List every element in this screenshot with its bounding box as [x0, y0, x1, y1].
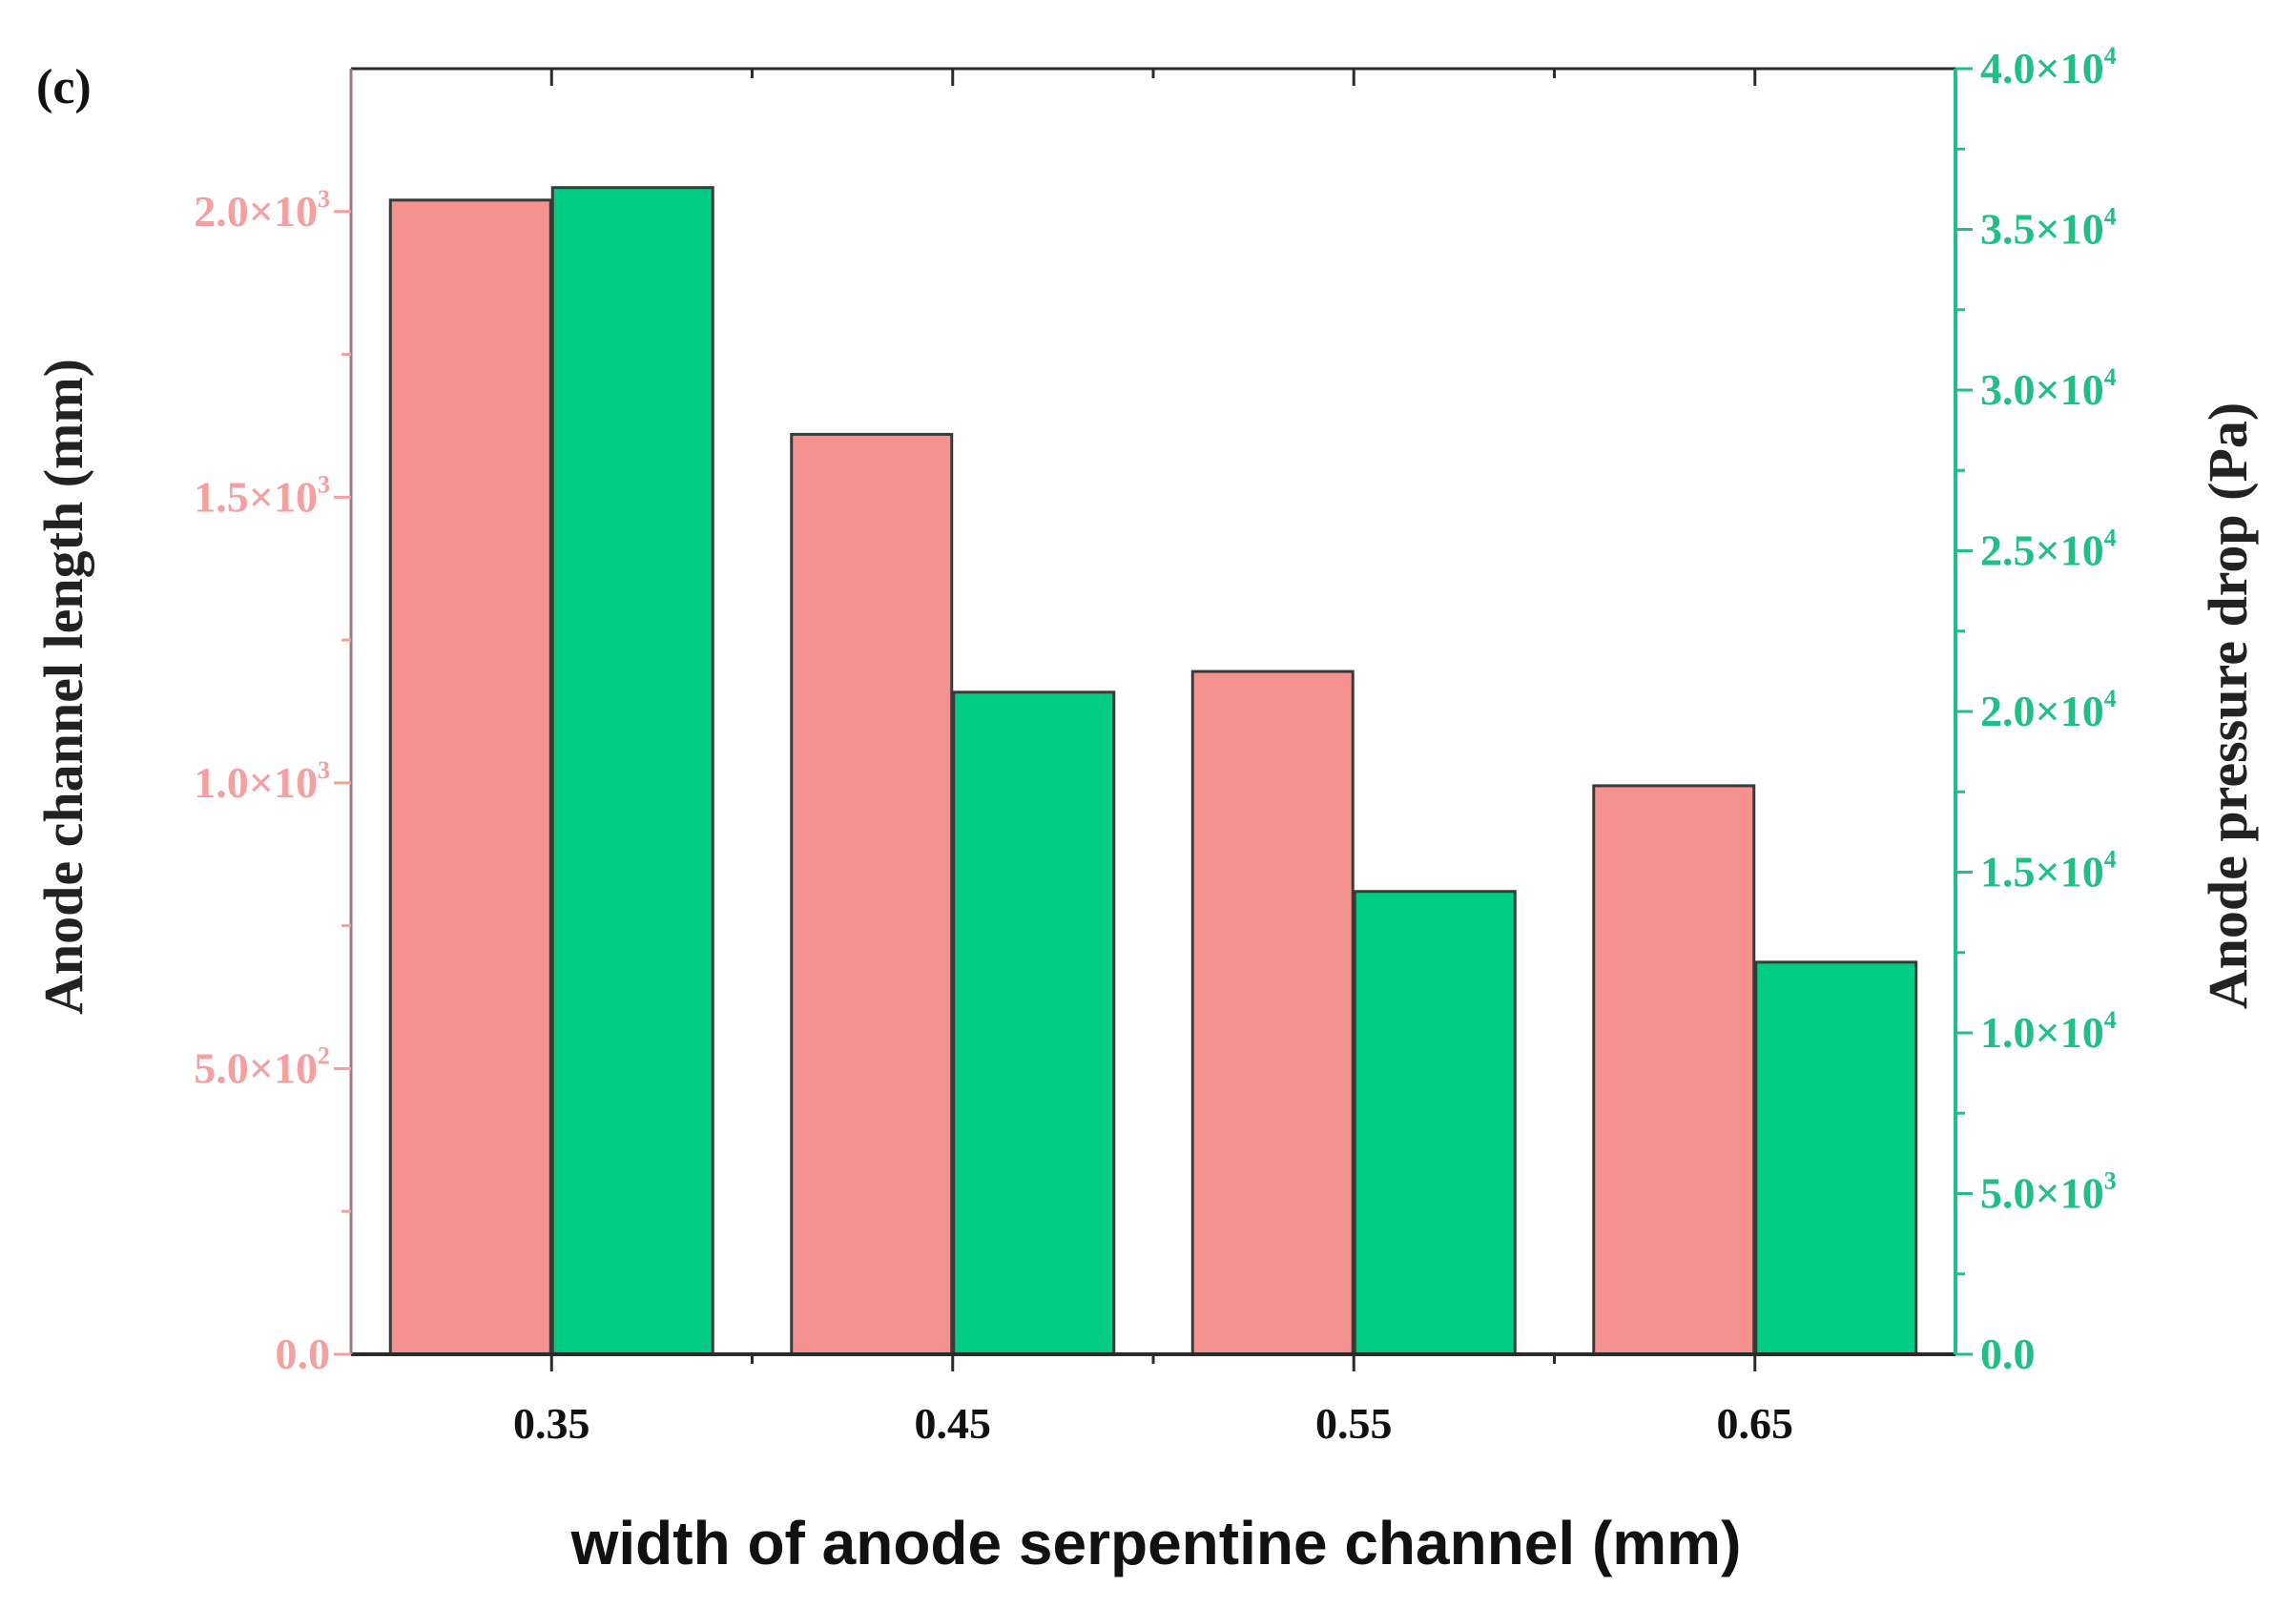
right-tick-label: 5.0×103 — [1980, 1167, 2117, 1218]
x-tick-label-0.35: 0.35 — [513, 1399, 590, 1448]
right-tick-label: 4.0×104 — [1980, 42, 2117, 93]
right-tick-label: 1.5×104 — [1980, 846, 2117, 896]
bar-channel-length-0.45 — [790, 432, 954, 1356]
bar-pressure-drop-0.65 — [1754, 960, 1918, 1356]
panel-label: (c) — [36, 60, 92, 114]
left-tick-label: 2.0×103 — [194, 185, 330, 236]
right-tick-label: 2.5×104 — [1980, 525, 2117, 575]
left-tick-label: 1.5×103 — [194, 470, 330, 521]
x-tick-label-0.55: 0.55 — [1315, 1399, 1393, 1448]
right-tick-label: 1.0×104 — [1980, 1006, 2117, 1057]
bars-layer — [388, 186, 1918, 1356]
bar-pressure-drop-0.55 — [1353, 890, 1517, 1356]
right-tick-label: 0.0 — [1980, 1329, 2036, 1378]
x-tick-label-0.45: 0.45 — [915, 1399, 992, 1448]
right-tick-label: 2.0×104 — [1980, 685, 2117, 735]
left-y-axis-title: Anode channel length (mm) — [32, 359, 94, 1015]
left-y-axis: 0.0 5.0×102 1.0×103 1.5×103 2.0×103 — [194, 185, 351, 1378]
left-tick-label: 5.0×102 — [194, 1041, 330, 1092]
bar-channel-length-0.55 — [1190, 670, 1355, 1356]
bar-pressure-drop-0.35 — [550, 186, 714, 1356]
right-y-axis-title: Anode pressure drop (Pa) — [2197, 402, 2259, 1009]
x-axis: 0.35 0.45 0.55 0.65 — [513, 69, 1793, 1448]
right-tick-label: 3.5×104 — [1980, 203, 2117, 254]
x-tick-label-0.65: 0.65 — [1717, 1399, 1794, 1448]
bar-channel-length-0.35 — [388, 198, 552, 1356]
right-tick-label: 3.0×104 — [1980, 363, 2117, 414]
bar-pressure-drop-0.45 — [952, 690, 1116, 1356]
left-tick-label: 0.0 — [276, 1329, 331, 1378]
right-y-axis: 0.0 5.0×103 1.0×104 1.5×104 2.0×104 2.5×104 3.… — [1955, 42, 2117, 1378]
left-tick-label: 1.0×103 — [194, 756, 330, 807]
bar-channel-length-0.65 — [1592, 784, 1756, 1356]
x-axis-title: width of anode serpentine channel (mm) — [570, 1509, 1742, 1577]
